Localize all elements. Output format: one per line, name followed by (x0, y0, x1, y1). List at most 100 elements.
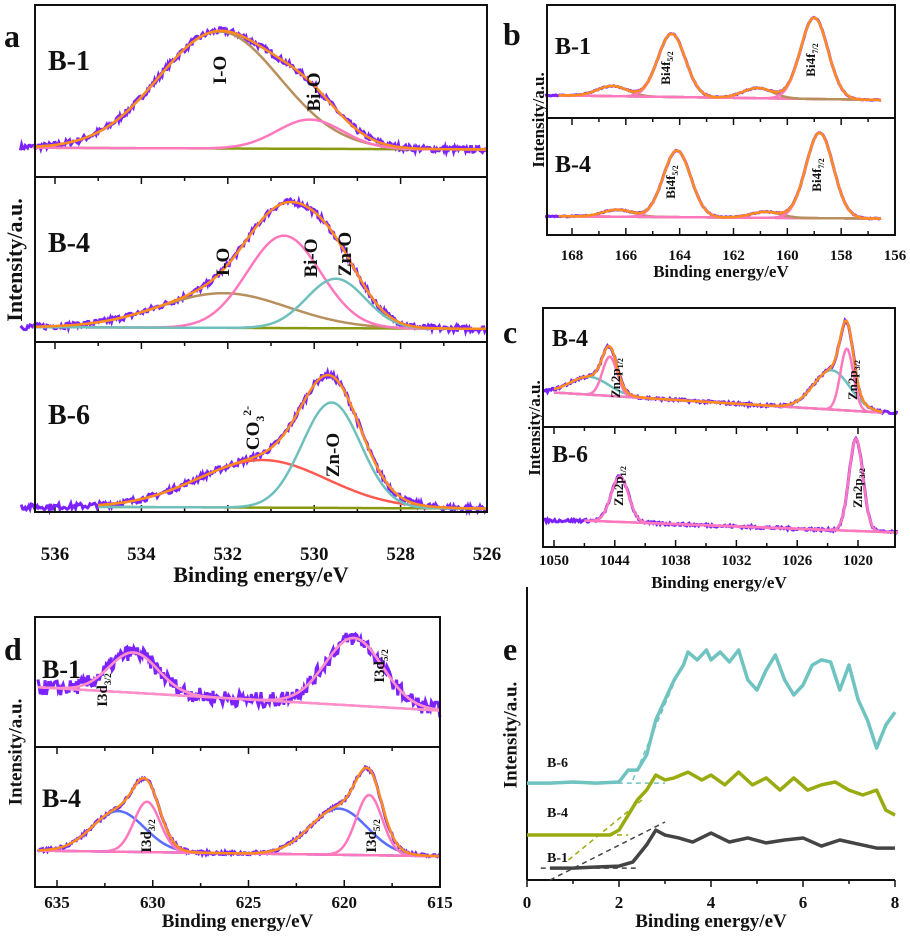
sample-label: B-4 (42, 784, 81, 813)
fit-envelope-line (33, 29, 487, 151)
series-line-b-1 (550, 828, 895, 870)
peak-label: CO32- (241, 406, 267, 450)
fit-component-line (33, 118, 487, 151)
x-tick-label: 625 (236, 893, 262, 912)
tangent-guide-line (549, 821, 666, 881)
panel-letter: b (503, 16, 521, 52)
x-axis-label: Binding energy/eV (162, 911, 314, 932)
x-tick-label: 168 (561, 248, 584, 264)
peak-label-subscript: 3/2 (148, 819, 158, 831)
x-tick-label: 156 (884, 248, 907, 264)
x-tick-label: 160 (776, 248, 799, 264)
peak-label: I3d3/2 (139, 819, 158, 853)
fit-component-line (33, 234, 487, 331)
raw-data-line (19, 195, 488, 338)
x-tick-label: 534 (127, 544, 156, 565)
plot-frame (34, 616, 441, 888)
fit-component-line (584, 437, 898, 534)
peak-label-text: Bi-O (301, 238, 322, 277)
peak-label-text: Zn2p (611, 476, 626, 506)
fit-envelope-line (558, 131, 881, 220)
peak-label-text: Zn-O (335, 232, 356, 276)
peak-label: Bi4f7/2 (803, 43, 820, 76)
peak-label-text: I-O (213, 248, 234, 277)
peak-label-subscript: 5/2 (671, 165, 680, 175)
peak-label-text: I3d (139, 830, 155, 852)
peak-label: I3d3/2 (95, 673, 114, 707)
x-tick-label: 166 (615, 248, 638, 264)
x-tick-label: 1020 (843, 553, 873, 569)
y-axis-label: Intensity/a.u. (529, 72, 548, 167)
peak-label-text: Bi4f (658, 61, 673, 85)
peak-label-text: Zn2p (608, 368, 623, 398)
panel-d: d Binding energy/eV Intensity/a.u. 635 630 62… (4, 616, 453, 932)
peak-label-superscript: 2- (241, 406, 254, 416)
y-axis-label: Intensity/a.u. (5, 699, 26, 806)
panel-b: b Binding energy/eV Intensity/a.u. 168 166 16… (503, 4, 907, 281)
raw-data-line (18, 26, 488, 158)
peak-label-text: I3d (372, 660, 388, 682)
panel-a: a Binding energy/eV Intensity/a.u. 536 534 53… (2, 4, 502, 587)
subplot-a-b-4: B-4 I-O Bi-O Zn-O (19, 195, 488, 338)
peak-label-subscript: 3/2 (853, 360, 862, 370)
x-tick-label: 536 (41, 544, 70, 565)
x-tick-label: 8 (891, 893, 900, 912)
subplot-a-b-6: B-6 CO32- Zn-O (19, 366, 488, 517)
x-axis-label: Binding energy/eV (173, 562, 349, 587)
x-tick-label: 530 (300, 544, 329, 565)
peak-label-subscript: 5/2 (373, 819, 383, 831)
peak-label: Bi4f5/2 (663, 165, 680, 198)
peak-label-subscript: 3/2 (858, 468, 867, 478)
peak-label-text: I3d (364, 830, 380, 852)
x-tick-label: 526 (473, 544, 502, 565)
x-axis-label: Binding energy/eV (653, 262, 789, 281)
sample-label: B-4 (552, 326, 588, 352)
plot-frame (546, 4, 896, 236)
peak-label-subscript: 3/2 (104, 673, 114, 685)
sample-label: B-6 (48, 400, 90, 431)
peak-label: Zn2p1/2 (611, 466, 628, 506)
sample-label: B-1 (48, 46, 90, 77)
x-tick-label: 1038 (661, 553, 691, 569)
peak-label-text: Bi4f (663, 175, 678, 199)
peak-label: Zn2p3/2 (850, 468, 867, 508)
x-tick-label: 2 (615, 893, 624, 912)
peak-label: I-O (213, 248, 234, 277)
peak-label: Bi4f7/2 (809, 158, 826, 191)
plot-frame (34, 4, 488, 513)
peak-label-text: Bi-O (304, 72, 325, 111)
peak-label-subscript: 1/2 (619, 466, 628, 476)
peak-label: Zn-O (335, 232, 356, 276)
sample-label: B-1 (42, 655, 81, 684)
fit-component-line (98, 458, 487, 510)
x-tick-label: 1026 (782, 553, 813, 569)
x-tick-label: 164 (668, 248, 691, 264)
peak-label-text: Bi4f (809, 168, 824, 192)
x-tick-label: 1032 (721, 553, 751, 569)
y-axis-label: Intensity/a.u. (500, 682, 521, 789)
fit-component-line (33, 291, 487, 331)
peak-label-subscript: 5/2 (381, 649, 391, 661)
peak-label-subscript: 7/2 (817, 158, 826, 168)
peak-label: I-O (210, 56, 231, 85)
series-label: B-6 (547, 756, 568, 771)
peak-label: Bi-O (301, 238, 322, 277)
peak-label-text: Zn-O (323, 433, 344, 477)
fit-envelope-line (558, 16, 881, 102)
sample-label: B-4 (555, 152, 591, 178)
series-line-b-6 (527, 648, 897, 785)
x-tick-label: 620 (332, 893, 358, 912)
peak-label-text: CO (243, 422, 264, 451)
y-axis-label: Intensity/a.u. (525, 380, 544, 475)
sample-label: B-6 (552, 442, 588, 468)
series-label: B-1 (547, 851, 568, 866)
peak-label-subscript: 7/2 (811, 43, 820, 53)
peak-label: Bi4f5/2 (658, 51, 675, 84)
peak-label-text: Bi4f (803, 53, 818, 77)
x-tick-label: 532 (214, 544, 243, 565)
plot-frame (542, 307, 896, 548)
peak-label: I3d5/2 (364, 819, 383, 853)
